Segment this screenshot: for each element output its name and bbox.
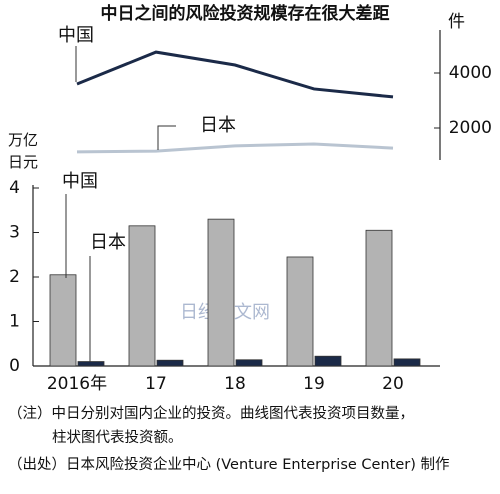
y-tick-label: 4 (9, 178, 20, 198)
y2-tick-label: 2000 (449, 118, 492, 138)
note: （出处）日本风险投资企业中心 (Venture Enterprise Cente… (8, 455, 449, 473)
x-tick-label: 20 (382, 374, 404, 394)
note: （注）中日分别对国内企业的投资。曲线图代表投资项目数量， (8, 404, 414, 422)
series-label: 中国 (58, 25, 94, 46)
bar (235, 359, 263, 367)
y2-axis-label: 件 (448, 12, 465, 32)
bar (393, 358, 421, 367)
y2-tick-label: 4000 (449, 63, 492, 83)
bar (156, 359, 184, 367)
series-label: 日本 (200, 115, 236, 136)
bar (207, 218, 235, 367)
y-tick-label: 3 (9, 223, 20, 243)
y-axis-label: 万亿日元 (8, 131, 38, 171)
leader-line (157, 125, 176, 150)
bar (49, 274, 77, 367)
chart-title: 中日之间的风险投资规模存在很大差距 (101, 3, 390, 24)
y-tick-label: 1 (9, 312, 20, 332)
line (76, 50, 394, 99)
bar (365, 229, 393, 367)
series-label: 中国 (62, 171, 98, 192)
x-tick-label: 2016年 (47, 374, 107, 394)
x-tick-label: 17 (145, 374, 167, 394)
bar (128, 225, 156, 367)
x-tick-label: 18 (224, 374, 246, 394)
bar (77, 361, 105, 367)
bar (314, 355, 342, 367)
line (76, 142, 394, 154)
x-tick-label: 19 (303, 374, 325, 394)
note: 柱状图代表投资额。 (52, 429, 183, 446)
y-tick-label: 0 (9, 356, 20, 376)
bar (286, 256, 314, 367)
series-label: 日本 (90, 232, 126, 253)
y-tick-label: 2 (9, 267, 20, 287)
